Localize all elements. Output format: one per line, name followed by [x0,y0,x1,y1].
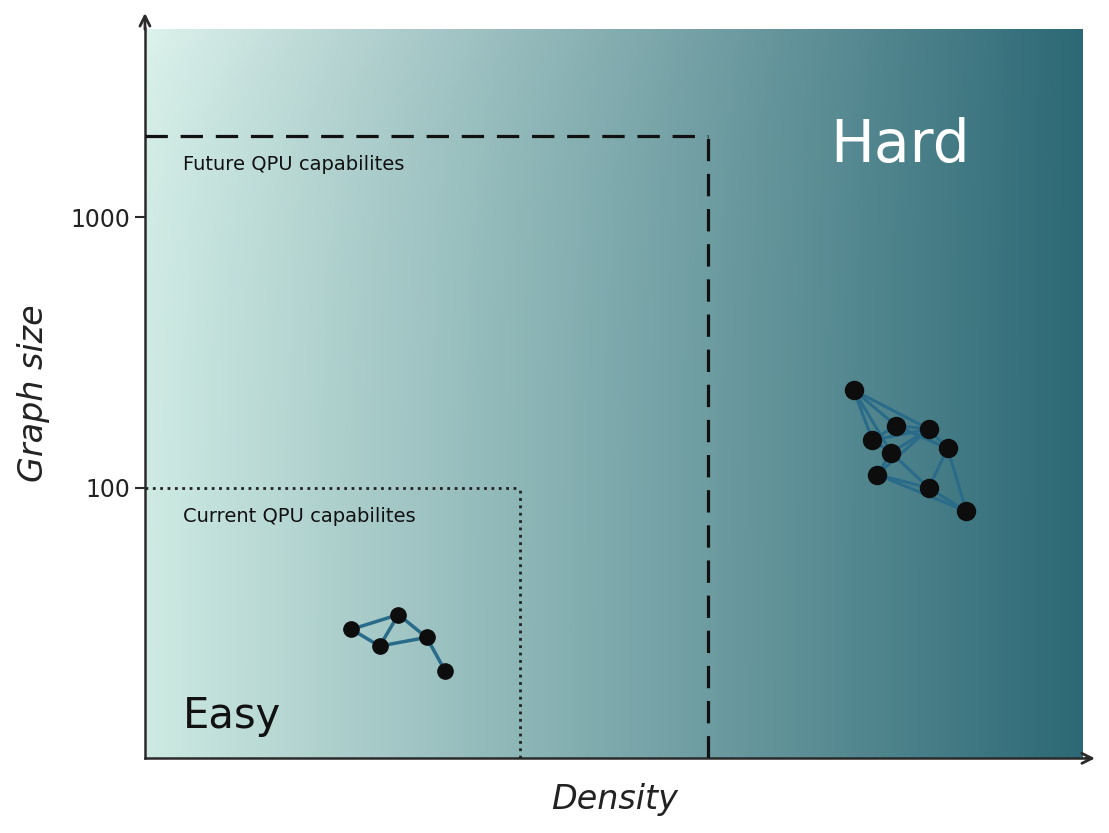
Y-axis label: Graph size: Graph size [17,305,50,482]
X-axis label: Density: Density [551,783,678,816]
Text: Current QPU capabilites: Current QPU capabilites [183,506,415,526]
Text: Future QPU capabilites: Future QPU capabilites [183,155,404,174]
Text: Easy: Easy [183,695,281,736]
Text: Hard: Hard [831,117,970,174]
